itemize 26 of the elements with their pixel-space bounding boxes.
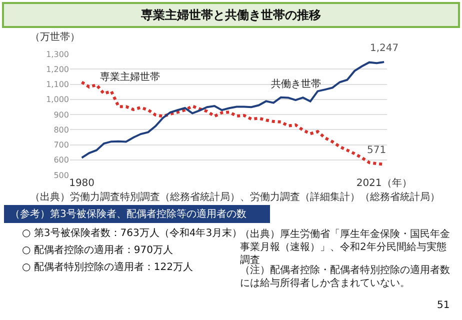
text: （参考）第3号被保険者、配偶者控除等の適用者の数 bbox=[10, 208, 246, 220]
text: ○ 配偶者控除の適用者：970万人 bbox=[22, 244, 173, 256]
text: 51 bbox=[437, 300, 450, 311]
y-tick-label: 1,300 bbox=[46, 50, 69, 59]
line-series bbox=[80, 61, 386, 159]
y-tick-label: 1,000 bbox=[46, 95, 69, 104]
text: （出典）労働力調査特別調査（総務省統計局）、労働力調査（詳細集計）（総務省統計局） bbox=[30, 191, 440, 203]
y-tick-label: 500 bbox=[54, 170, 69, 180]
y-axis-title: （万世帯） bbox=[30, 31, 80, 43]
x-tick-label: 1980 bbox=[69, 178, 95, 189]
y-tick-label: 700 bbox=[54, 140, 69, 150]
text: ○ 配偶者特別控除の適用者：122万人 bbox=[22, 261, 193, 273]
text: （注）配偶者控除・配偶者特別控除の適用者数には給与所得者しか含まれていない。 bbox=[240, 264, 450, 289]
data-label: 571 bbox=[367, 145, 386, 156]
series-label: 専業主婦世帯 bbox=[100, 71, 160, 83]
data-label: 1,247 bbox=[370, 43, 399, 54]
y-tick-label: 900 bbox=[54, 110, 69, 120]
chart-title: 専業主婦世帯と共働き世帯の推移 bbox=[140, 8, 321, 22]
y-tick-label: 600 bbox=[54, 156, 69, 165]
y-tick-label: 800 bbox=[54, 125, 69, 134]
text: ○ 第3号被保険者数：763万人（令和4年3月末） bbox=[22, 227, 242, 239]
series-label: 共働き世帯 bbox=[271, 78, 321, 90]
y-tick-label: 1,200 bbox=[46, 64, 69, 74]
text: （出典）厚生労働省「厚生年金保険・国民年金事業月報（速報）」、令和2年分民間給与実態調査 bbox=[240, 228, 450, 266]
x-tick-label: 2021（年） bbox=[356, 177, 412, 189]
y-tick-label: 1,100 bbox=[46, 80, 69, 90]
